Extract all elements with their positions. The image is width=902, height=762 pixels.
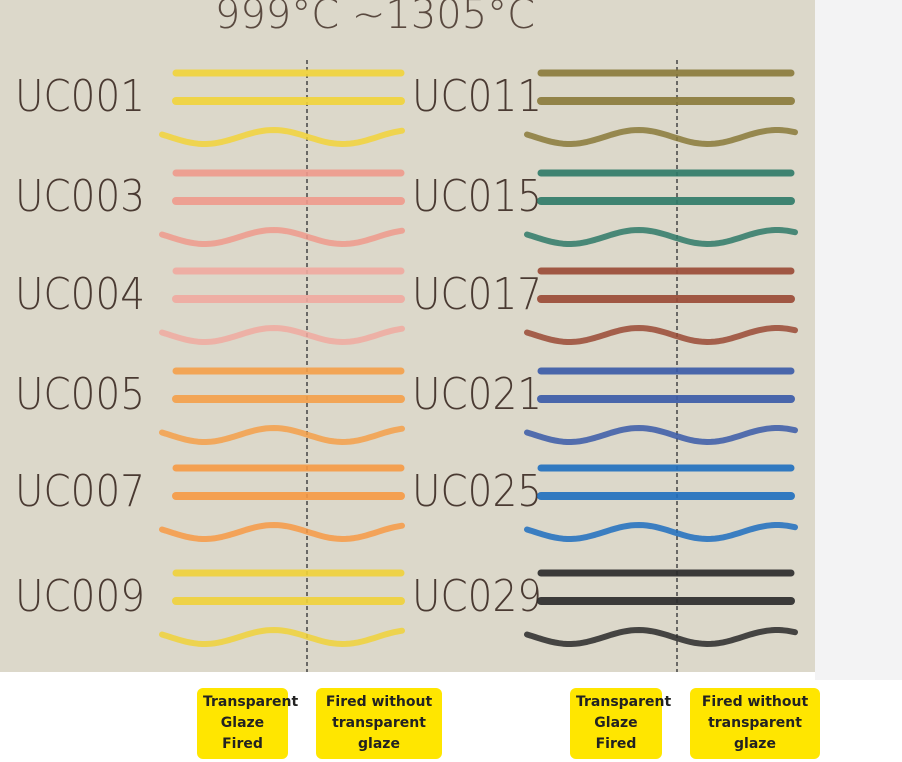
swatch-code: UC025 bbox=[412, 466, 542, 517]
swatch-code: UC029 bbox=[412, 571, 542, 622]
swatch-wave bbox=[524, 227, 798, 247]
side-strip bbox=[815, 0, 902, 680]
swatch-code: UC007 bbox=[15, 466, 145, 517]
swatch-wave bbox=[524, 325, 798, 345]
swatch-wave bbox=[524, 127, 798, 147]
swatch-wave bbox=[524, 627, 798, 647]
legend-tag: Transparent Glaze Fired bbox=[570, 688, 671, 759]
swatch-wave bbox=[159, 627, 405, 647]
legend-tag: Fired without transparent glaze bbox=[316, 688, 442, 759]
swatch-code: UC005 bbox=[15, 369, 145, 420]
swatch-wave bbox=[159, 227, 405, 247]
swatch-code: UC015 bbox=[412, 171, 542, 222]
swatch-code: UC003 bbox=[15, 171, 145, 222]
swatch-code: UC011 bbox=[412, 71, 542, 122]
swatch-code: UC004 bbox=[15, 269, 145, 320]
swatch-code: UC001 bbox=[15, 71, 145, 122]
legend-tag: Transparent Glaze Fired bbox=[197, 688, 298, 759]
swatch-wave bbox=[524, 425, 798, 445]
swatch-wave bbox=[159, 522, 405, 542]
swatch-wave bbox=[159, 425, 405, 445]
swatch-code: UC009 bbox=[15, 571, 145, 622]
swatch-photo: 999°C ~1305°C UC001 UC003 UC004 UC005 UC007 U… bbox=[0, 0, 902, 680]
title: 999°C ~1305°C bbox=[215, 0, 535, 38]
swatch-wave bbox=[524, 522, 798, 542]
swatch-wave bbox=[159, 325, 405, 345]
swatch-code: UC021 bbox=[412, 369, 542, 420]
swatch-code: UC017 bbox=[412, 269, 542, 320]
legend-tag: Fired without transparent glaze bbox=[690, 688, 820, 759]
swatch-wave bbox=[159, 127, 405, 147]
